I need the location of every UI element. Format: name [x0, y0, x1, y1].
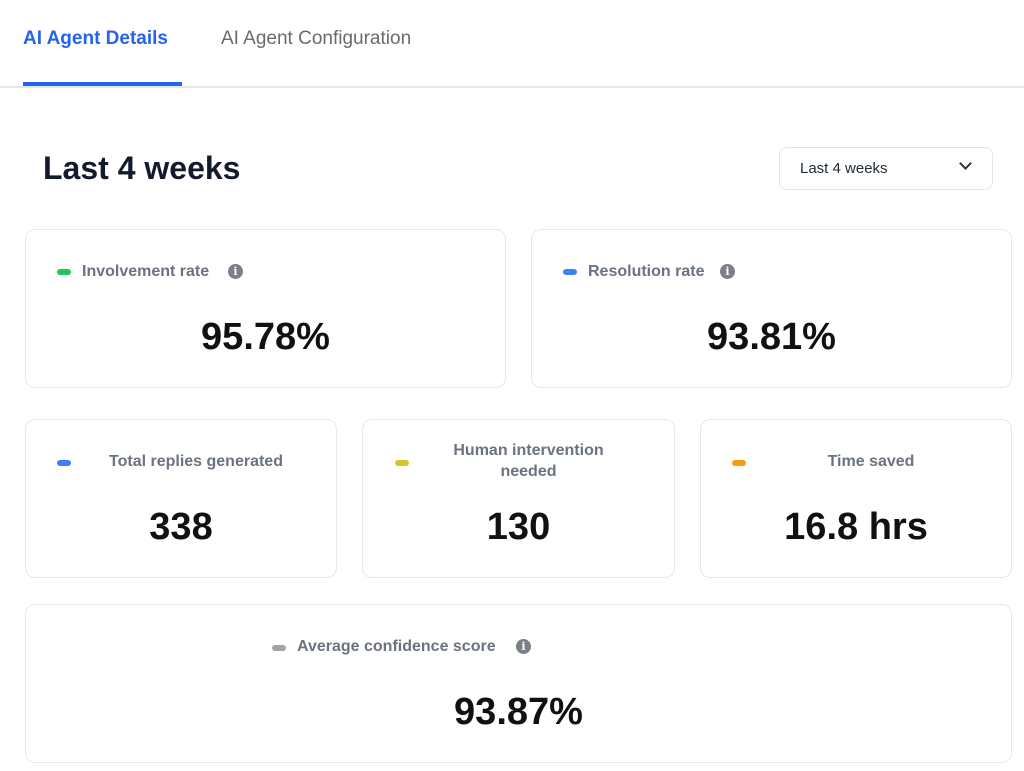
info-icon[interactable]: i: [720, 264, 735, 279]
metric-label: Total replies generated: [109, 453, 283, 470]
metric-card-average-confidence: Average confidence score i 93.87%: [25, 604, 1012, 763]
tab-ai-agent-details[interactable]: AI Agent Details: [23, 28, 168, 49]
active-tab-indicator: [23, 82, 182, 86]
metric-label: Time saved: [827, 453, 915, 470]
chevron-down-icon: [959, 157, 972, 170]
period-select-value: Last 4 weeks: [800, 160, 888, 177]
metric-card-total-replies: Total replies generated 338: [25, 419, 337, 578]
period-select[interactable]: Last 4 weeks: [779, 147, 993, 190]
legend-marker: [272, 645, 286, 651]
metric-value: 130: [486, 506, 551, 548]
metric-card-resolution-rate: Resolution rate i 93.81%: [531, 229, 1012, 388]
metric-card-involvement-rate: Involvement rate i 95.78%: [25, 229, 506, 388]
metric-value: 16.8 hrs: [784, 506, 928, 548]
tab-ai-agent-configuration[interactable]: AI Agent Configuration: [221, 28, 412, 49]
legend-marker: [57, 269, 71, 275]
metric-label: Human intervention needed: [453, 442, 604, 480]
metric-label: Resolution rate: [588, 263, 705, 280]
legend-marker: [57, 460, 71, 466]
metric-value: 338: [149, 506, 213, 548]
metric-value: 95.78%: [201, 316, 330, 358]
metric-value: 93.81%: [707, 316, 836, 358]
legend-marker: [395, 460, 409, 466]
legend-marker: [732, 460, 746, 466]
metric-card-human-intervention: Human intervention needed 130: [362, 419, 675, 578]
tab-divider: [0, 86, 1024, 88]
info-icon[interactable]: i: [516, 639, 531, 654]
metric-label: Average confidence score: [297, 638, 496, 655]
info-icon[interactable]: i: [228, 264, 243, 279]
page-title: Last 4 weeks: [43, 150, 241, 186]
metric-card-time-saved: Time saved 16.8 hrs: [700, 419, 1012, 578]
metric-value: 93.87%: [454, 691, 583, 733]
legend-marker: [563, 269, 577, 275]
metric-label: Involvement rate: [82, 263, 210, 280]
